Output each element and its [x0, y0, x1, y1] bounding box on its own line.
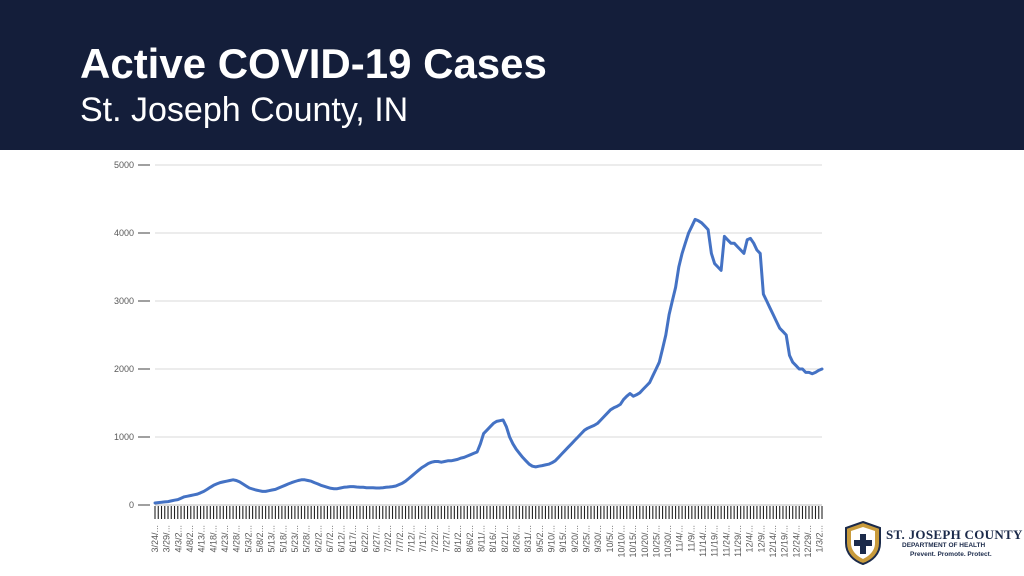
x-tick-label: 5/18/...: [278, 525, 288, 553]
x-tick-label: 10/20/...: [640, 525, 650, 558]
x-tick-label: 3/29/...: [162, 525, 172, 553]
x-tick-label: 9/30/...: [593, 525, 603, 553]
x-tick-label: 9/5/2...: [535, 525, 545, 553]
x-tick-label: 11/9/...: [686, 525, 696, 552]
x-tick-label: 10/30/...: [663, 525, 673, 558]
x-tick-label: 6/7/2...: [325, 525, 335, 553]
x-tick-label: 9/20/...: [570, 525, 580, 553]
y-axis: 0 1000 2000 3000 4000 5000: [114, 160, 150, 510]
x-tick-label: 1/3/2...: [815, 525, 825, 553]
x-tick-label: 4/3/2...: [173, 525, 183, 553]
logo-tagline: Prevent. Promote. Protect.: [910, 551, 992, 558]
x-tick-label: 8/16/...: [488, 525, 498, 553]
x-tick-label: 4/18/...: [208, 525, 218, 553]
x-tick-label: 11/19/...: [710, 525, 720, 557]
page-subtitle: St. Joseph County, IN: [80, 91, 409, 129]
x-tick-label: 8/31/...: [523, 525, 533, 553]
x-tick-label: 7/12/...: [407, 525, 417, 553]
x-tick-label: 7/7/2...: [395, 525, 405, 553]
x-tick-label: 12/14/...: [768, 525, 778, 558]
x-tick-label: 11/4/...: [675, 525, 685, 552]
y-tick-label: 4000: [114, 228, 134, 238]
x-tick-label: 6/27/...: [372, 525, 382, 553]
x-tick-label: 4/8/2...: [185, 525, 195, 553]
x-tick-label: 10/15/...: [628, 525, 638, 558]
logo-county-name: ST. JOSEPH COUNTY: [886, 527, 1023, 542]
x-tick-label: 5/13/...: [267, 525, 277, 553]
y-tick-label: 1000: [114, 432, 134, 442]
x-tick-label: 5/23/...: [290, 525, 300, 553]
y-tick-label: 2000: [114, 364, 134, 374]
x-tick-label: 7/22/...: [430, 525, 440, 553]
x-tick-label: 12/19/...: [780, 525, 790, 558]
x-tick-label: 9/25/...: [581, 525, 591, 553]
x-axis: 3/24/... 3/29/... 4/3/2... 4/8/2... 4/13/...…: [150, 506, 825, 558]
health-department-logo: ST. JOSEPH COUNTY DEPARTMENT OF HEALTH P…: [844, 519, 1022, 567]
x-tick-label: 3/24/...: [150, 525, 160, 553]
x-tick-label: 11/29/...: [733, 525, 743, 557]
x-tick-label: 6/12/...: [337, 525, 347, 553]
x-tick-label: 7/17/...: [418, 525, 428, 553]
y-tick-label: 3000: [114, 296, 134, 306]
x-tick-label: 7/2/2...: [383, 525, 393, 553]
x-tick-label: 10/5/...: [605, 525, 615, 553]
x-tick-label: 5/8/2...: [255, 525, 265, 553]
page-title: Active COVID-19 Cases: [80, 40, 547, 87]
header-banner: Active COVID-19 Cases St. Joseph County,…: [0, 0, 1024, 150]
shield-icon: [845, 521, 881, 565]
grid-layer: [155, 164, 822, 506]
x-tick-label: 8/11/...: [477, 525, 487, 552]
x-tick-label: 8/21/...: [500, 525, 510, 553]
x-tick-label: 6/17/...: [348, 525, 358, 553]
series-line-active-cases: [153, 217, 824, 505]
x-tick-label: 10/25/...: [651, 525, 661, 558]
x-tick-label: 5/3/2...: [243, 525, 253, 553]
series-layer: [153, 217, 824, 505]
x-tick-label: 4/28/...: [232, 525, 242, 553]
x-tick-label: 5/28/...: [302, 525, 312, 553]
y-tick-label: 0: [129, 500, 134, 510]
x-tick-label: 10/10/...: [616, 525, 626, 558]
x-tick-label: 12/9/...: [756, 525, 766, 553]
x-tick-label: 8/6/2...: [465, 525, 475, 553]
x-tick-label: 11/14/...: [698, 525, 708, 557]
x-tick-label: 6/22/...: [360, 525, 370, 553]
x-tick-label: 9/15/...: [558, 525, 568, 553]
x-tick-label: 4/13/...: [197, 525, 207, 553]
x-tick-label: 8/1/2...: [453, 525, 463, 553]
x-tick-label: 12/24/...: [791, 525, 801, 558]
x-tick-label: 12/29/...: [803, 525, 813, 558]
x-tick-label: 7/27/...: [442, 525, 452, 553]
x-tick-label: 8/26/...: [511, 525, 521, 553]
x-tick-label: 9/10/...: [546, 525, 556, 553]
x-tick-label: 4/23/...: [220, 525, 230, 553]
y-tick-label: 5000: [114, 160, 134, 170]
logo-department: DEPARTMENT OF HEALTH: [902, 542, 986, 549]
x-tick-label: 11/24/...: [721, 525, 731, 557]
x-tick-label: 6/2/2...: [313, 525, 323, 553]
x-tick-label: 12/4/...: [745, 525, 755, 553]
